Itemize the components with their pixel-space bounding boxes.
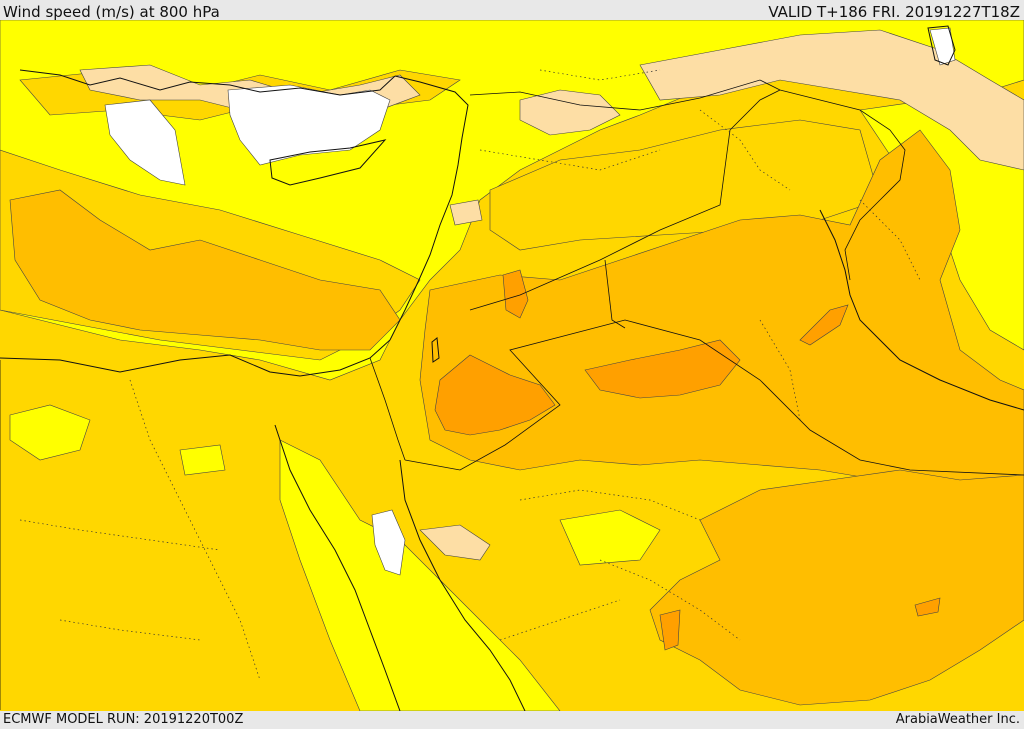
- border-egypt-israel: [369, 357, 406, 461]
- border-turkey-syria: [469, 79, 781, 111]
- province-lines-north: [479, 69, 921, 281]
- contour-yellow-west: [9, 404, 91, 461]
- contour-orange-gulf: [799, 304, 849, 346]
- coastline-deadsea: [431, 337, 440, 363]
- contour-orange-sa: [659, 609, 681, 651]
- contour-amber-egypt: [9, 189, 401, 351]
- border-iraq-iran: [779, 89, 906, 281]
- map-title: Wind speed (m/s) at 800 hPa: [3, 3, 220, 21]
- coastline-cyprus: [269, 139, 387, 186]
- coastline-redsea: [274, 424, 401, 711]
- contour-yellow-south: [559, 509, 661, 566]
- contour-orange-iraq: [584, 339, 741, 399]
- contour-yellow-sw: [179, 444, 226, 476]
- contour-white-caspian: [929, 27, 956, 66]
- contour-amber-arabia: [419, 129, 1024, 511]
- contour-cream-iraqnorth: [519, 89, 621, 136]
- contour-white-aegean: [104, 99, 186, 186]
- border-iraq-saudi: [604, 259, 626, 329]
- contour-orange-syria: [502, 269, 529, 319]
- coastline-med-south: [0, 75, 469, 377]
- contour-cream-caucasus: [639, 29, 1024, 171]
- contour-cream-sinai: [419, 524, 491, 561]
- contour-orange-se: [914, 597, 941, 617]
- map-canvas: [0, 20, 1024, 711]
- contour-cream-levant: [449, 199, 483, 226]
- border-syria-iraq: [469, 89, 781, 311]
- coastline-caspian: [927, 25, 956, 66]
- wind-speed-map: [0, 20, 1024, 711]
- credit: ArabiaWeather Inc.: [895, 712, 1020, 727]
- valid-time: VALID T+186 FRI. 20191227T18Z: [768, 3, 1020, 21]
- contour-orange-jordan: [434, 354, 556, 436]
- province-lines-egypt: [19, 379, 261, 681]
- coastline-gulf: [819, 209, 1024, 411]
- contour-amber-southeast: [649, 469, 1024, 706]
- coastline-redsea-east: [399, 459, 526, 711]
- contour-yellow-redsea: [279, 439, 561, 711]
- model-run: ECMWF MODEL RUN: 20191220T00Z: [3, 712, 244, 727]
- border-jordan-saudi: [404, 319, 1024, 476]
- contour-white-aqaba: [371, 509, 406, 576]
- coastline-turkey: [19, 69, 396, 96]
